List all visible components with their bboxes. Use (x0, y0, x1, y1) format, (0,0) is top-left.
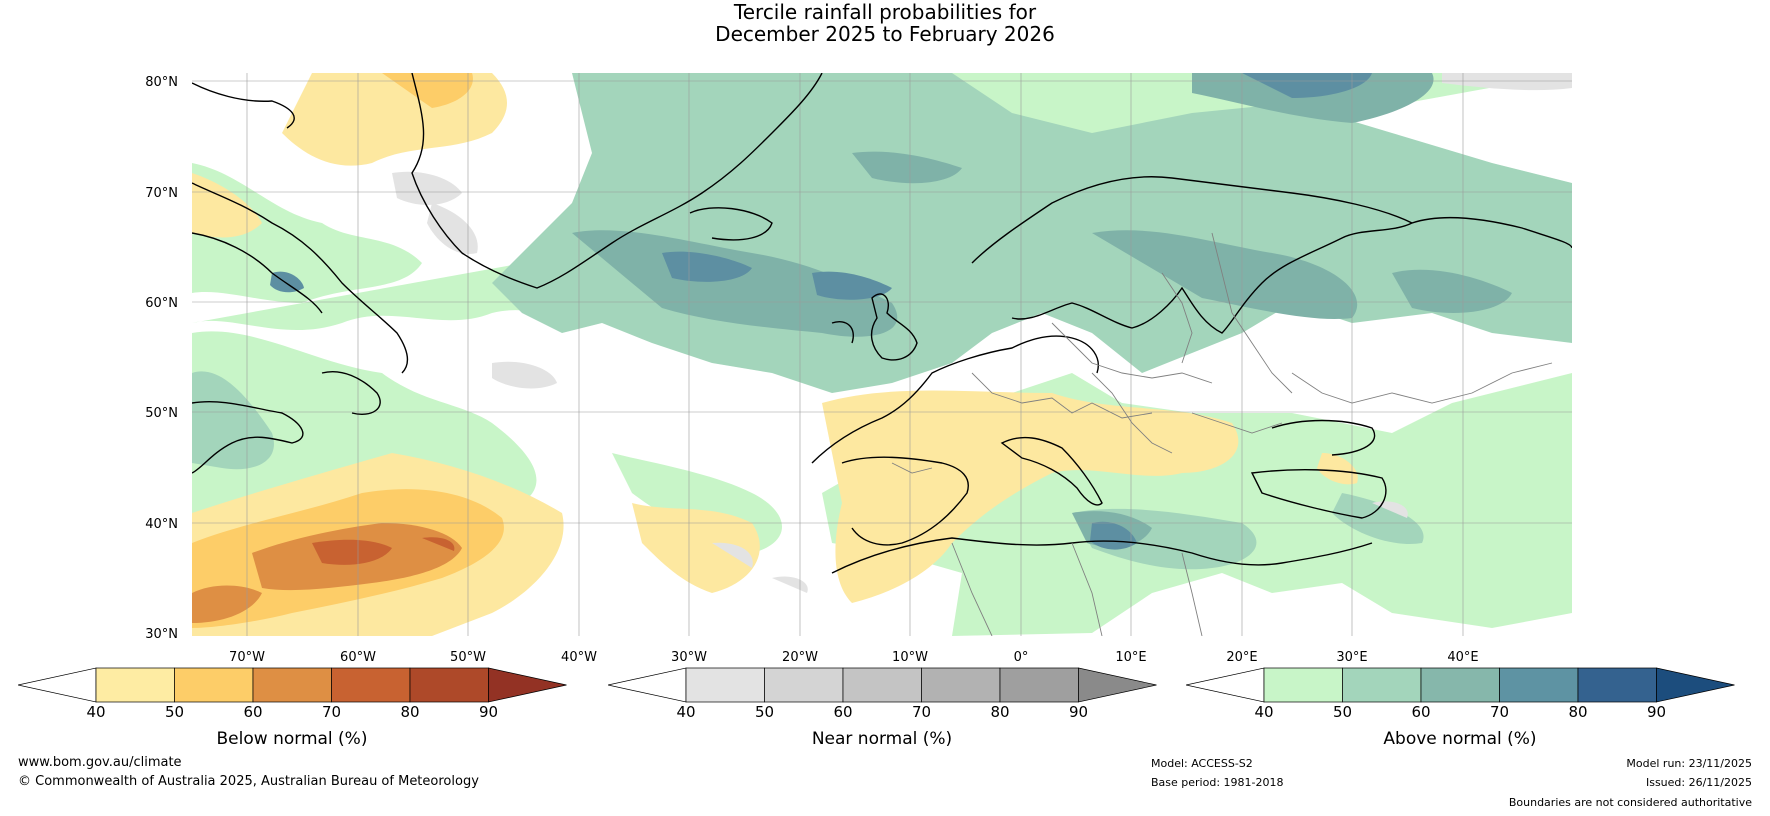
colorbar-tick-label: 50 (1332, 703, 1353, 721)
colorbar-tick-label: 60 (243, 703, 263, 721)
colorbar-segment (1577, 667, 1657, 703)
colorbar-extend-low (608, 667, 687, 703)
colorbar-segment (999, 667, 1079, 703)
lon-label-40w: 40°W (561, 650, 597, 665)
colorbar-label-below-normal: Below normal (%) (216, 729, 368, 749)
footer-copyright: © Commonwealth of Australia 2025, Austra… (18, 774, 479, 789)
colorbar-extend-high (1656, 667, 1735, 703)
map-title-line1: Tercile rainfall probabilities for (733, 0, 1037, 24)
lon-label-20w: 20°W (782, 650, 818, 665)
lon-label-20e: 20°E (1226, 650, 1258, 665)
footer-website: www.bom.gov.au/climate (18, 755, 182, 770)
colorbar-tick-label: 90 (478, 703, 499, 721)
colorbar-tick-label: 60 (833, 703, 853, 721)
colorbar-segment (331, 667, 411, 703)
colorbar-tick-label: 70 (911, 703, 932, 721)
lat-label-60n: 60°N (145, 296, 178, 311)
colorbar-near-normal (608, 667, 1157, 703)
colorbar-extend-low (1186, 667, 1265, 703)
colorbar-tick-label: 60 (1411, 703, 1431, 721)
lon-label-40e: 40°E (1447, 650, 1479, 665)
lon-label-10e: 10°E (1115, 650, 1147, 665)
rainfall-probability-map (192, 73, 1572, 636)
footer-disclaimer: Boundaries are not considered authoritat… (1508, 796, 1752, 809)
colorbar-tick-label: 90 (1068, 703, 1089, 721)
colorbar-tick-label: 40 (1254, 703, 1274, 721)
lat-label-80n: 80°N (145, 75, 178, 90)
above-normal-80-region (270, 73, 1372, 550)
colorbar-segment (764, 667, 844, 703)
colorbar-segment (95, 667, 175, 703)
colorbar-tick-label: 70 (1489, 703, 1510, 721)
lat-label-50n: 50°N (145, 406, 178, 421)
colorbar-tick-label: 90 (1646, 703, 1667, 721)
lat-label-40n: 40°N (145, 517, 178, 532)
lat-label-30n: 30°N (145, 627, 178, 642)
footer-model: Model: ACCESS-S2 (1151, 757, 1253, 770)
lat-label-70n: 70°N (145, 186, 178, 201)
colorbar-segment (1263, 667, 1343, 703)
colorbar-extend-high (1078, 667, 1157, 703)
colorbar-above-normal (1186, 667, 1735, 703)
colorbar-tick-label: 70 (321, 703, 342, 721)
colorbar-label-near-normal: Near normal (%) (811, 729, 953, 749)
colorbar-segment (174, 667, 254, 703)
map-title-line2: December 2025 to February 2026 (715, 22, 1055, 46)
colorbar-segment (842, 667, 922, 703)
lon-label-0: 0° (1013, 650, 1029, 665)
lon-label-50w: 50°W (450, 650, 486, 665)
colorbar-segment (1499, 667, 1579, 703)
lon-label-30e: 30°E (1336, 650, 1368, 665)
colorbar-tick-label: 50 (164, 703, 185, 721)
lon-label-70w: 70°W (229, 650, 265, 665)
colorbar-extend-low (18, 667, 97, 703)
colorbar-extend-high (488, 667, 567, 703)
colorbar-tick-label: 80 (990, 703, 1010, 721)
colorbar-below-normal (18, 667, 567, 703)
colorbar-tick-label: 50 (754, 703, 775, 721)
colorbar-segment (1342, 667, 1422, 703)
colorbar-tick-label: 40 (676, 703, 696, 721)
below-normal-80-region (312, 537, 455, 565)
colorbar-segment (685, 667, 765, 703)
colorbar-tick-label: 40 (86, 703, 106, 721)
lon-label-10w: 10°W (892, 650, 928, 665)
footer-model-run: Model run: 23/11/2025 (1626, 757, 1752, 770)
footer-base-period: Base period: 1981-2018 (1151, 776, 1284, 789)
colorbar-segment (409, 667, 489, 703)
coastlines (192, 73, 1572, 574)
colorbar-segment (252, 667, 332, 703)
colorbar-label-above-normal: Above normal (%) (1383, 729, 1537, 749)
colorbar-segment (921, 667, 1001, 703)
colorbar-tick-label: 80 (400, 703, 420, 721)
lon-label-30w: 30°W (671, 650, 707, 665)
lon-label-60w: 60°W (340, 650, 376, 665)
political-borders (891, 232, 1553, 636)
footer-issued: Issued: 26/11/2025 (1645, 776, 1752, 789)
colorbar-segment (1420, 667, 1500, 703)
colorbar-tick-label: 80 (1568, 703, 1588, 721)
